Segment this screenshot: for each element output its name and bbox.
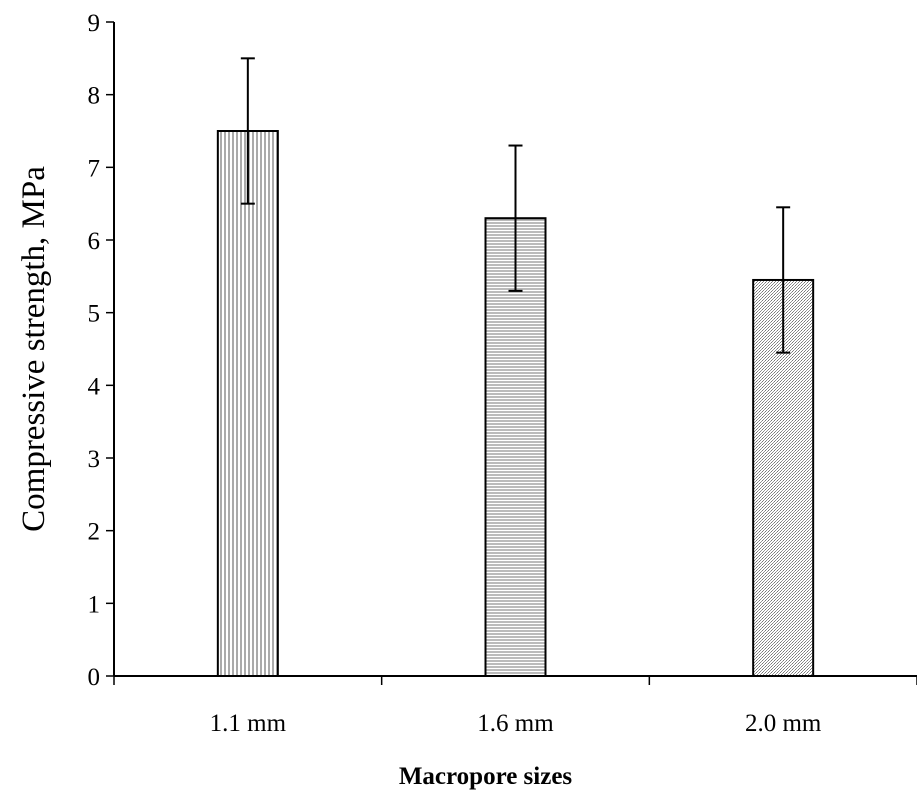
- y-tick-label: 1: [88, 591, 101, 618]
- y-tick-label: 9: [88, 10, 101, 37]
- bar-1-1-mm: [216, 130, 279, 677]
- x-category-label: 1.1 mm: [210, 710, 287, 737]
- y-tick-label: 6: [88, 228, 101, 255]
- error-bar: [508, 144, 523, 292]
- x-category-label: 2.0 mm: [745, 710, 822, 737]
- y-tick-label: 5: [88, 301, 101, 328]
- y-axis-ticks: 0 1 2 3 4 5 6 7 8 9: [88, 10, 114, 691]
- x-axis-label: Macropore sizes: [399, 763, 573, 790]
- y-tick-label: 4: [88, 373, 101, 400]
- x-category-label: 1.6 mm: [477, 710, 554, 737]
- error-bar: [240, 57, 255, 205]
- y-tick-label: 3: [88, 446, 101, 473]
- y-tick-label: 2: [88, 519, 101, 546]
- x-axis-ticks: 1.1 mm 1.6 mm 2.0 mm: [113, 676, 917, 737]
- y-tick-label: 0: [88, 664, 101, 691]
- error-bars: [240, 57, 791, 354]
- y-axis-label: Compressive strength, MPa: [16, 166, 52, 532]
- y-tick-label: 8: [88, 83, 101, 110]
- error-bar: [776, 206, 791, 354]
- y-tick-label: 7: [88, 155, 101, 182]
